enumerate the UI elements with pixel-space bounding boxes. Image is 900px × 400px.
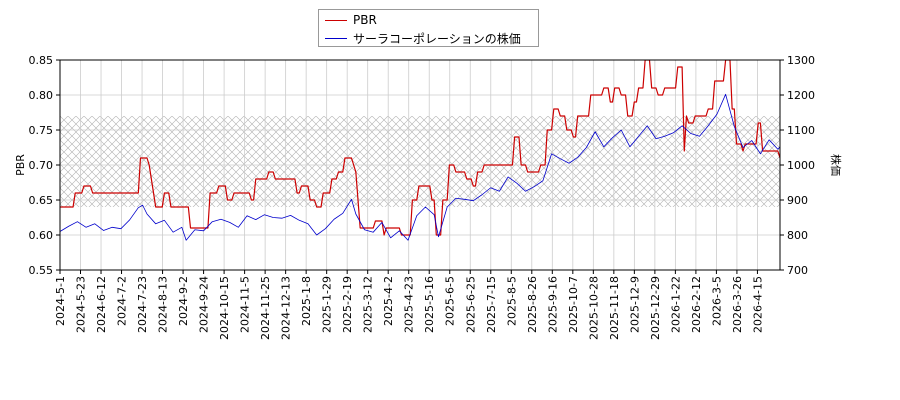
right-axis-label: 株価	[829, 154, 843, 176]
x-tick-label: 2024-7-23	[136, 276, 149, 333]
left-axis-label: PBR	[14, 154, 27, 176]
x-tick-label: 2024-5-23	[75, 276, 88, 333]
right-tick-label: 700	[787, 264, 808, 277]
legend-swatch-stock-price	[325, 37, 347, 39]
legend-label-pbr: PBR	[353, 13, 377, 27]
right-tick-label: 800	[787, 229, 808, 242]
left-tick-label: 0.65	[29, 194, 54, 207]
x-tick-label: 2025-1-29	[321, 276, 334, 333]
x-tick-label: 2025-6-25	[464, 276, 477, 333]
pbr-series-line	[60, 60, 780, 236]
x-tick-label: 2024-10-15	[218, 276, 231, 340]
x-tick-label: 2024-9-24	[198, 276, 211, 333]
x-tick-label: 2025-4-23	[403, 276, 416, 333]
x-tick-label: 2024-11-5	[239, 276, 252, 333]
x-tick-label: 2024-6-12	[95, 276, 108, 333]
hatched-range-band	[60, 116, 780, 207]
x-tick-label: 2025-4-2	[382, 276, 395, 326]
x-tick-label: 2025-6-5	[444, 276, 457, 326]
x-tick-label: 2025-8-5	[505, 276, 518, 326]
right-tick-label: 1300	[787, 54, 815, 67]
right-axis: 700 800 900 1000 1100 1200 1300	[780, 54, 815, 277]
legend-label-stock-price: サーラコーポレーションの株価	[353, 31, 521, 46]
x-tick-label: 2025-12-29	[649, 276, 662, 340]
x-tick-label: 2024-12-13	[280, 276, 293, 340]
right-tick-label: 1000	[787, 159, 815, 172]
x-tick-label: 2025-7-15	[485, 276, 498, 333]
left-axis: 0.55 0.60 0.65 0.70 0.75 0.80 0.85	[29, 54, 60, 277]
left-tick-label: 0.80	[29, 89, 54, 102]
x-tick-label: 2025-10-7	[567, 276, 580, 333]
left-tick-label: 0.85	[29, 54, 54, 67]
x-tick-label: 2026-4-15	[751, 276, 764, 333]
x-tick-label: 2025-5-16	[423, 276, 436, 333]
x-tick-label: 2025-8-26	[526, 276, 539, 333]
x-tick-label: 2024-11-25	[259, 276, 272, 340]
x-tick-label: 2025-11-18	[608, 276, 621, 340]
x-tick-label: 2026-3-5	[710, 276, 723, 326]
legend-swatch-pbr	[325, 19, 347, 21]
x-tick-label: 2025-1-8	[300, 276, 313, 326]
x-tick-label: 2025-2-19	[341, 276, 354, 333]
stock-price-series-line	[60, 93, 780, 241]
left-tick-label: 0.75	[29, 124, 54, 137]
x-tick-label: 2026-1-22	[669, 276, 682, 333]
right-tick-label: 1100	[787, 124, 815, 137]
legend-item-stock-price: サーラコーポレーションの株価	[325, 30, 521, 46]
x-tick-label: 2025-9-16	[546, 276, 559, 333]
left-tick-label: 0.55	[29, 264, 54, 277]
x-tick-label: 2025-12-9	[628, 276, 641, 333]
x-tick-label: 2025-10-28	[587, 276, 600, 340]
x-tick-label: 2026-3-26	[731, 276, 744, 333]
x-tick-label: 2024-7-2	[116, 276, 129, 326]
x-axis: 2024-5-1 2024-5-23 2024-6-12 2024-7-2 2024-7…	[54, 270, 764, 340]
x-tick-label: 2024-8-13	[157, 276, 170, 333]
x-tick-label: 2025-3-12	[362, 276, 375, 333]
left-tick-label: 0.70	[29, 159, 54, 172]
x-tick-label: 2024-9-2	[177, 276, 190, 326]
x-tick-label: 2024-5-1	[54, 276, 67, 326]
series-group	[60, 60, 780, 241]
right-tick-label: 900	[787, 194, 808, 207]
right-tick-label: 1200	[787, 89, 815, 102]
legend-item-pbr: PBR	[325, 12, 377, 28]
legend: PBR サーラコーポレーションの株価	[318, 9, 539, 47]
x-tick-label: 2026-2-12	[690, 276, 703, 333]
left-tick-label: 0.60	[29, 229, 54, 242]
